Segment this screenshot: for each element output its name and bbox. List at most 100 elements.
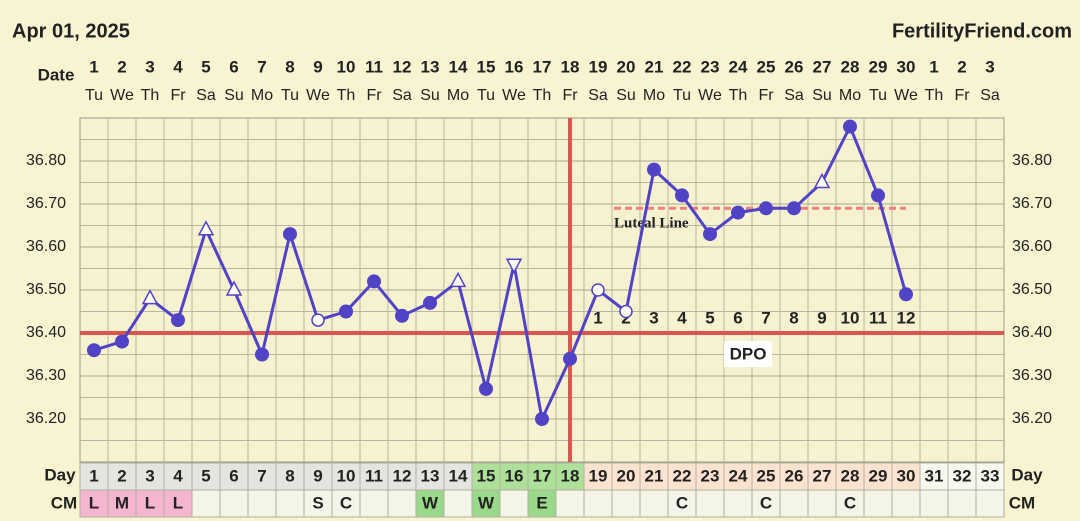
cycle-day: 25 (757, 466, 776, 485)
date-label: 10 (337, 57, 356, 76)
point (283, 227, 297, 242)
weekday-label: Mo (447, 87, 469, 104)
y-tick-label-right: 36.60 (1012, 238, 1052, 255)
weekday-label: Sa (784, 87, 804, 104)
dpo-number: 3 (649, 308, 658, 327)
y-tick-label-right: 36.20 (1012, 410, 1052, 427)
cycle-day: 30 (897, 466, 916, 485)
cm-cell (555, 489, 585, 518)
date-label: 4 (173, 57, 183, 76)
cycle-day: 5 (201, 466, 210, 485)
weekday-label: Su (616, 87, 636, 104)
y-tick-label-right: 36.70 (1012, 195, 1052, 212)
dpo-number: 7 (761, 308, 770, 327)
date-label: 30 (897, 57, 916, 76)
weekday-label: Mo (643, 87, 665, 104)
cycle-day: 16 (505, 466, 524, 485)
y-tick-label-right: 36.40 (1012, 324, 1052, 341)
date-label: 19 (589, 57, 608, 76)
cm-cell (359, 489, 389, 518)
day-cell (779, 462, 809, 491)
date-label: 13 (421, 57, 440, 76)
weekday-label: Sa (196, 87, 216, 104)
cycle-day: 3 (145, 466, 154, 485)
date-label: 12 (393, 57, 412, 76)
point (367, 274, 381, 289)
weekday-label: Tu (869, 87, 887, 104)
cm-cell (135, 489, 165, 518)
cycle-day: 22 (673, 466, 692, 485)
date-label: Date (38, 65, 75, 84)
weekday-label: Tu (85, 87, 103, 104)
cycle-day: 18 (561, 466, 580, 485)
cycle-day: 32 (953, 466, 972, 485)
day-cell (723, 462, 753, 491)
point (255, 347, 269, 362)
point (647, 162, 661, 177)
cm-cell (919, 489, 949, 518)
weekday-label: Mo (839, 87, 861, 104)
weekday-label: Fr (758, 87, 774, 104)
cycle-day: 2 (117, 466, 126, 485)
point (423, 295, 437, 310)
weekday-label: Su (420, 87, 440, 104)
cycle-day: 7 (257, 466, 266, 485)
weekday-label: Fr (562, 87, 578, 104)
day-cell (303, 462, 333, 491)
day-cell (331, 462, 361, 491)
date-label: 25 (757, 57, 776, 76)
cycle-day: 10 (337, 466, 356, 485)
weekday-label: Th (533, 87, 552, 104)
dpo-number: 9 (817, 308, 826, 327)
day-cell (835, 462, 865, 491)
cm-cell (695, 489, 725, 518)
cm-cell (275, 489, 305, 518)
day-cell (135, 462, 165, 491)
point-open (619, 304, 633, 319)
y-tick-label: 36.60 (26, 238, 66, 255)
date-label: 1 (929, 57, 938, 76)
date-label: 18 (561, 57, 580, 76)
cm-value: M (115, 493, 129, 512)
cm-cell (387, 489, 417, 518)
date-label: 29 (869, 57, 888, 76)
point (871, 188, 885, 203)
y-tick-label: 36.80 (26, 152, 66, 169)
cycle-day: 23 (701, 466, 720, 485)
day-cell (891, 462, 921, 491)
point (675, 188, 689, 203)
point-open (591, 283, 605, 297)
cm-cell (471, 489, 501, 518)
y-tick-label: 36.20 (26, 410, 66, 427)
weekday-label: Su (812, 87, 832, 104)
cm-cell (583, 489, 613, 518)
cycle-day: 8 (285, 466, 294, 485)
cm-value: C (760, 493, 772, 512)
cycle-day: 1 (89, 466, 98, 485)
luteal-line-label: Luteal Line (614, 216, 689, 232)
dpo-label-box (724, 341, 772, 367)
cm-cell (947, 489, 977, 518)
cm-cell (751, 489, 781, 518)
cm-cell (611, 489, 641, 518)
weekday-label: Fr (954, 87, 970, 104)
weekday-label: We (306, 87, 330, 104)
dpo-number: 1 (593, 308, 602, 327)
weekday-label: We (894, 87, 918, 104)
cm-cell (975, 489, 1005, 518)
point (395, 308, 409, 323)
point (87, 343, 101, 358)
cm-value: C (844, 493, 856, 512)
weekday-label: Mo (251, 87, 273, 104)
cm-value: C (676, 493, 688, 512)
cm-value: W (422, 493, 439, 512)
y-tick-label-right: 36.80 (1012, 152, 1052, 169)
cycle-day: 9 (313, 466, 322, 485)
point-triangle (197, 220, 215, 236)
date-label: 6 (229, 57, 238, 76)
date-label: 17 (533, 57, 552, 76)
weekday-label: Th (729, 87, 748, 104)
date-label: 23 (701, 57, 720, 76)
point (703, 227, 717, 242)
y-tick-label: 36.70 (26, 195, 66, 212)
